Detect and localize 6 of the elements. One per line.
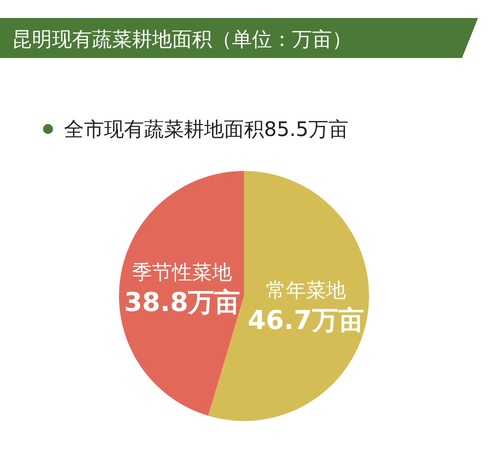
data-label: 38.8万亩 [124, 288, 240, 318]
data-label: 46.7万亩 [248, 306, 364, 336]
slice-label: 季节性菜地 [132, 260, 232, 284]
text: 全市现有蔬菜耕地面积85.5万亩 [64, 117, 349, 141]
chart-title: 昆明现有蔬菜耕地面积（单位：万亩） [12, 27, 352, 51]
slice-label: 常年菜地 [266, 278, 346, 302]
